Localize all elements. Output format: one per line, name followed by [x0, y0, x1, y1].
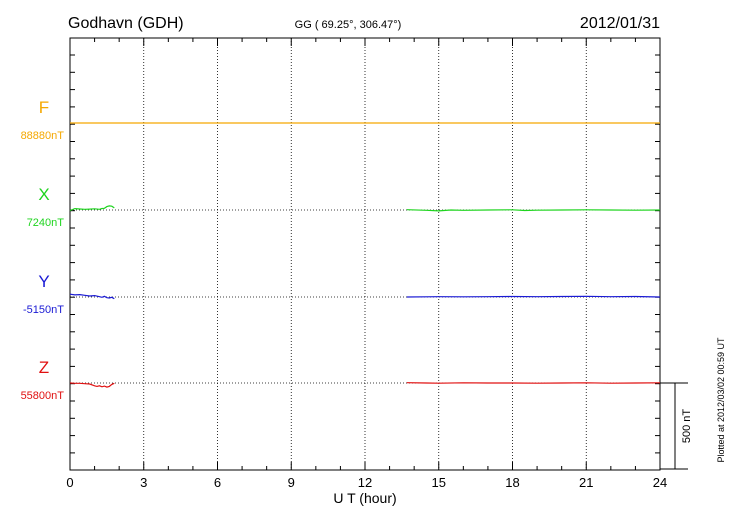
series-line-y-0	[69, 293, 115, 300]
x-tick-label-0: 0	[66, 475, 73, 490]
x-axis-label: U T (hour)	[333, 490, 396, 506]
series-z: Z 55800nT	[21, 358, 661, 402]
baseline-value-y: -5150nT	[23, 304, 64, 316]
series-line-x-0	[69, 205, 115, 212]
x-tick-label-9: 9	[288, 475, 295, 490]
baseline-value-z: 55800nT	[21, 390, 65, 402]
x-tick-label-6: 6	[214, 475, 221, 490]
x-tick-label-3: 3	[140, 475, 147, 490]
station-coords: GG ( 69.25°, 306.47°)	[295, 19, 402, 31]
x-tick-label-15: 15	[432, 475, 446, 490]
series-label-f: F	[39, 98, 49, 117]
series-line-z-1	[406, 382, 661, 384]
x-tick-label-21: 21	[579, 475, 593, 490]
x-tick-label-12: 12	[358, 475, 372, 490]
plot-date: 2012/01/31	[580, 15, 660, 32]
x-tick-labels: 0 3 6 9 12 15 18 21 24	[66, 475, 667, 490]
scale-bar: 500 nT	[660, 382, 693, 470]
plotted-at-note: Plotted at 2012/03/02 00:59 UT	[716, 337, 726, 463]
series-line-y-1	[406, 295, 661, 298]
series-layer: F 88880nT X 7240nT Y -5150nT Z 55800nT	[21, 98, 661, 402]
grid-lines	[143, 38, 587, 470]
series-f: F 88880nT	[21, 98, 660, 142]
series-label-z: Z	[39, 358, 49, 377]
x-tick-label-18: 18	[505, 475, 519, 490]
series-line-z-0	[69, 382, 115, 388]
scale-bar-label: 500 nT	[681, 409, 693, 444]
series-label-x: X	[38, 185, 49, 204]
station-title: Godhavn (GDH)	[68, 15, 184, 32]
baseline-value-f: 88880nT	[21, 130, 65, 142]
series-y: Y -5150nT	[23, 272, 661, 316]
series-x: X 7240nT	[27, 185, 661, 229]
series-line-x-1	[406, 209, 661, 212]
baseline-value-x: 7240nT	[27, 217, 65, 229]
x-tick-label-24: 24	[653, 475, 667, 490]
axis-ticks	[69, 38, 661, 470]
series-label-y: Y	[38, 272, 49, 291]
